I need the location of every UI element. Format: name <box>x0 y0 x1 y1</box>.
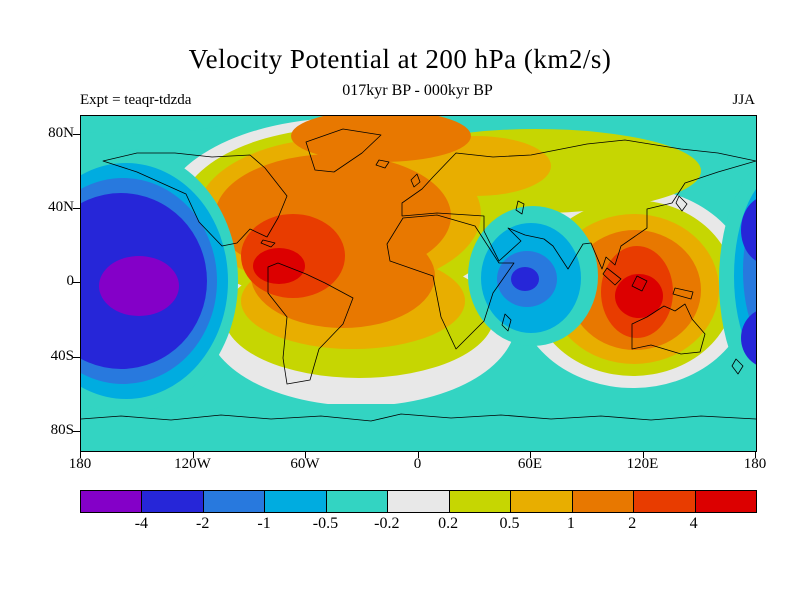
continent-outlines <box>81 128 756 422</box>
velocity-potential-map <box>81 116 756 451</box>
madagascar-outline <box>501 313 512 332</box>
indian-minimum-core <box>511 267 539 291</box>
pacific-minimum-core <box>99 256 179 316</box>
colorbar-boundary-label: 4 <box>689 515 698 532</box>
x-axis-tick-label: 0 <box>413 456 422 472</box>
new-guinea-outline <box>672 287 694 300</box>
japan-outline <box>675 195 688 212</box>
colorbar-boundary-label: -1 <box>257 515 271 532</box>
x-axis-tick-label: 120E <box>626 456 659 472</box>
borneo-outline <box>631 275 648 292</box>
caspian-outline <box>515 200 525 215</box>
greenland-outline <box>305 128 382 173</box>
colorbar-swatch <box>325 491 388 512</box>
page-title: Velocity Potential at 200 hPa (km2/s) <box>188 44 612 74</box>
x-axis-tick-label: 180 <box>743 456 767 472</box>
colorbar-boundary-label: -4 <box>134 515 149 532</box>
x-axis-tick-mark <box>80 451 81 458</box>
colorbar-swatch <box>141 491 203 512</box>
south-america-outline <box>267 262 354 385</box>
colorbar-swatch <box>264 491 326 512</box>
x-axis-tick-label: 60W <box>290 456 320 472</box>
plot-subtitle: 017kyr BP - 000kyr BP <box>342 82 493 99</box>
colorbar-boundary-label: 1 <box>566 515 575 532</box>
colorbar-labels: -4 -2 -1 -0.5 -0.2 0.2 0.5 1 2 4 <box>80 515 755 535</box>
colorbar-swatch <box>81 491 142 512</box>
positive-anomaly-regions <box>161 116 751 406</box>
y-axis-tick-label: 80S <box>50 422 74 439</box>
southern-ocean-band <box>81 404 756 451</box>
colorbar-swatch <box>510 491 572 512</box>
north-america-outline <box>102 152 288 247</box>
y-axis-tick-mark <box>73 356 80 358</box>
new-zealand-outline <box>731 358 744 375</box>
x-axis-tick-label: 120W <box>174 456 211 472</box>
y-axis-tick-mark <box>73 133 80 135</box>
dateline-negative-region <box>719 166 756 396</box>
maritime-maximum-core <box>615 274 663 318</box>
colorbar-boundary-label: 0.2 <box>438 515 459 532</box>
season-label: JJA <box>732 92 755 108</box>
sumatra-outline <box>602 267 622 286</box>
map-frame <box>80 115 757 452</box>
colorbar-swatch <box>571 491 634 512</box>
eurasia-outline <box>401 139 756 270</box>
x-axis-tick-mark <box>642 451 644 458</box>
y-axis-tick-mark <box>73 431 80 433</box>
y-axis-tick-label: 0 <box>66 273 75 290</box>
x-axis-tick-mark <box>305 451 306 458</box>
x-axis-tick-label: 60E <box>517 456 543 472</box>
y-axis-tick-label: 80N <box>48 124 74 141</box>
colorbar-swatch <box>694 491 756 512</box>
colorbar-boundary-label: -2 <box>196 515 210 532</box>
australia-outline <box>631 303 706 355</box>
americas-maximum-core <box>253 248 305 284</box>
y-axis-tick-label: 40S <box>50 347 74 364</box>
africa-outline <box>386 214 515 350</box>
iceland-outline <box>375 159 390 169</box>
colorbar-boundary-label: 2 <box>628 515 637 532</box>
colorbar-boundary-label: 0.5 <box>499 515 520 532</box>
x-axis-tick-mark <box>530 451 531 458</box>
colorbar-swatch <box>387 491 449 512</box>
colorbar-swatch <box>448 491 511 512</box>
y-axis-tick-mark <box>73 282 80 284</box>
x-axis-tick-mark <box>192 451 194 458</box>
x-axis-tick-label: 180 <box>68 456 92 472</box>
colorbar <box>80 490 757 513</box>
experiment-label: Expt = teaqr-tdzda <box>80 92 192 108</box>
british-isles-outline <box>410 173 421 188</box>
x-axis-tick-mark <box>755 451 756 458</box>
colorbar-boundary-label: -0.2 <box>374 515 400 532</box>
indian-ocean-negative-region <box>468 206 598 346</box>
colorbar-swatch <box>202 491 265 512</box>
pacific-negative-region <box>81 149 238 413</box>
antarctica-outline <box>81 413 756 422</box>
y-axis-tick-label: 40N <box>48 198 74 215</box>
y-axis-tick-mark <box>73 207 80 209</box>
x-axis-tick-mark <box>417 451 419 458</box>
colorbar-swatch <box>633 491 695 512</box>
colorbar-boundary-label: -0.5 <box>312 515 339 532</box>
arctic-teal-band <box>81 116 251 134</box>
cuba-outline <box>260 239 276 248</box>
